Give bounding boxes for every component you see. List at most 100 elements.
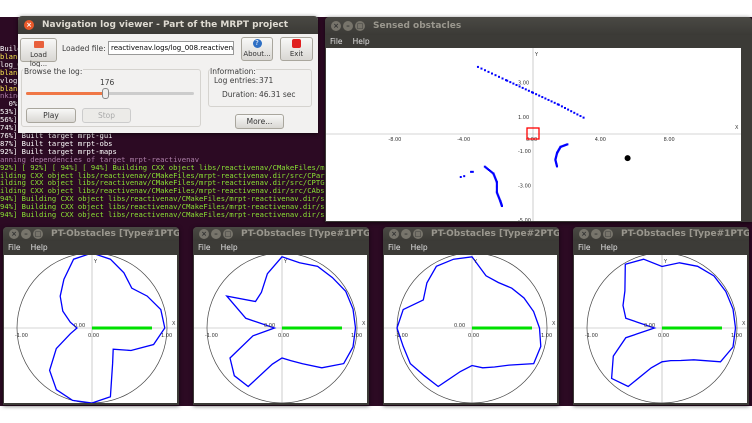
menu-bar: File Help bbox=[3, 241, 179, 254]
close-icon[interactable]: × bbox=[24, 20, 34, 30]
obstacle-point bbox=[494, 74, 497, 77]
browse-label: Browse the log: bbox=[23, 67, 84, 76]
obstacle-point bbox=[476, 65, 479, 68]
menu-file[interactable]: File bbox=[198, 243, 211, 252]
minimize-icon[interactable]: – bbox=[211, 229, 221, 239]
information-label: Information: bbox=[210, 67, 256, 76]
tick-label-zero: 0.00 bbox=[278, 333, 289, 339]
terminal-line: 92%] [ 92%] [ 94%] [ 94%] Building CXX o… bbox=[0, 162, 429, 172]
obstacle-point bbox=[518, 85, 521, 88]
about-button[interactable]: ? About... bbox=[241, 37, 273, 61]
slider-value: 176 bbox=[100, 78, 115, 87]
obstacle-point bbox=[495, 184, 498, 187]
load-log-button[interactable]: Load log... bbox=[20, 38, 57, 68]
y-tick-label: -1.00 bbox=[518, 149, 531, 155]
tick-label-neg: -1.00 bbox=[205, 333, 218, 339]
maximize-icon[interactable]: □ bbox=[603, 229, 613, 239]
obstacle-point bbox=[567, 108, 570, 111]
close-icon[interactable]: × bbox=[199, 229, 209, 239]
menu-file[interactable]: File bbox=[330, 37, 343, 46]
terminal-line: 92%] Built target mrpt-maps bbox=[0, 146, 117, 156]
menu-bar: File Help bbox=[193, 241, 369, 254]
menu-bar: File Help bbox=[573, 241, 749, 254]
obstacle-point bbox=[494, 177, 497, 180]
minimize-icon[interactable]: – bbox=[401, 229, 411, 239]
obstacle-contour bbox=[610, 258, 737, 388]
pt-obstacles-plot[interactable]: -1.00 0.00 1.00X Y 0.00 bbox=[194, 255, 367, 403]
obstacle-point bbox=[544, 97, 547, 100]
obstacle-point bbox=[530, 91, 533, 94]
log-entries-label: Log entries: bbox=[214, 76, 259, 85]
sensed-obstacles-plot[interactable]: -8.00 -4.00 0.00 4.00 8.00 3.00 1.00 -1.00 -3.00… bbox=[326, 48, 741, 221]
obstacle-point bbox=[527, 89, 530, 92]
x-tick-label: 4.00 bbox=[595, 137, 606, 143]
duration-label: Duration: bbox=[222, 90, 258, 99]
close-icon[interactable]: × bbox=[9, 229, 19, 239]
obstacle-point bbox=[495, 187, 498, 190]
minimize-icon[interactable]: – bbox=[343, 21, 353, 31]
menu-help[interactable]: Help bbox=[30, 243, 48, 252]
help-icon: ? bbox=[252, 39, 262, 48]
menu-file[interactable]: File bbox=[578, 243, 591, 252]
pt-obstacles-window: ×–□ PT-Obstacles [Type#1PTG,cu File Help -… bbox=[193, 227, 369, 405]
minimize-icon[interactable]: – bbox=[21, 229, 31, 239]
menu-file[interactable]: File bbox=[8, 243, 21, 252]
maximize-icon[interactable]: □ bbox=[33, 229, 43, 239]
tick-label-zero: 0.00 bbox=[658, 333, 669, 339]
exit-button[interactable]: Exit bbox=[280, 37, 313, 61]
obstacle-point bbox=[495, 182, 498, 185]
x-tick-label: -8.00 bbox=[388, 137, 401, 143]
pt-obstacles-plot[interactable]: -1.00 0.00 1.00X Y 0.00 bbox=[384, 255, 557, 403]
terminal-line: 53%] bbox=[0, 107, 18, 117]
close-icon[interactable]: × bbox=[331, 21, 341, 31]
tick-label-pos: 1.00 bbox=[161, 333, 172, 339]
obstacle-point bbox=[490, 170, 493, 173]
tick-label-zero: 0.00 bbox=[74, 323, 85, 329]
terminal-line: 0%] bbox=[0, 99, 22, 109]
information-group bbox=[208, 69, 312, 107]
pt-obstacles-window: ×–□ PT-Obstacles [Type#2PTG,av File Help -… bbox=[383, 227, 559, 405]
minimize-icon[interactable]: – bbox=[591, 229, 601, 239]
log-slider[interactable] bbox=[26, 88, 194, 99]
close-icon[interactable]: × bbox=[389, 229, 399, 239]
menu-help[interactable]: Help bbox=[352, 37, 370, 46]
sensed-obstacles-window: × – □ Sensed obstacles File Help -8.00 -4.00 0… bbox=[325, 17, 752, 222]
window-title: Sensed obstacles bbox=[373, 21, 462, 31]
y-tick-label: 1.00 bbox=[518, 115, 529, 121]
browse-group bbox=[21, 69, 201, 127]
obstacle-point bbox=[500, 205, 503, 208]
maximize-icon[interactable]: □ bbox=[223, 229, 233, 239]
more-button[interactable]: More... bbox=[235, 114, 284, 129]
stop-button[interactable]: Stop bbox=[82, 108, 131, 123]
obstacle-point bbox=[560, 105, 563, 108]
obstacle-point bbox=[497, 196, 500, 199]
obstacle-point bbox=[521, 86, 524, 89]
close-icon[interactable]: × bbox=[579, 229, 589, 239]
obstacle-point bbox=[495, 186, 498, 189]
obstacle-point bbox=[484, 166, 487, 169]
loaded-file-label: Loaded file: bbox=[62, 44, 106, 53]
target-marker bbox=[624, 155, 631, 162]
maximize-icon[interactable]: □ bbox=[413, 229, 423, 239]
menu-help[interactable]: Help bbox=[220, 243, 238, 252]
loaded-file-input[interactable]: reactivenav.logs/log_008.reactivenavl bbox=[108, 41, 234, 55]
obstacle-point bbox=[495, 181, 498, 184]
pt-obstacles-plot[interactable]: -1.00 0.00 1.00X Y 0.00 bbox=[4, 255, 177, 403]
slider-thumb[interactable] bbox=[101, 88, 109, 99]
obstacle-point bbox=[471, 170, 474, 173]
play-button[interactable]: Play bbox=[26, 108, 76, 123]
obstacle-point bbox=[563, 106, 566, 109]
pt-obstacles-plot[interactable]: -1.00 0.00 1.00X Y 0.00 bbox=[574, 255, 747, 403]
terminal-line: nking bbox=[0, 91, 22, 101]
duration-value: 46.31 sec bbox=[259, 90, 296, 99]
obstacle-point bbox=[487, 70, 490, 73]
terminal-line: 76%] Built target mrpt-gui bbox=[0, 130, 113, 140]
menu-file[interactable]: File bbox=[388, 243, 401, 252]
menu-help[interactable]: Help bbox=[600, 243, 618, 252]
y-axis-label: Y bbox=[473, 259, 478, 265]
obstacle-point bbox=[582, 116, 585, 119]
menu-help[interactable]: Help bbox=[410, 243, 428, 252]
window-title: PT-Obstacles [Type#1PTG,cu bbox=[51, 229, 179, 239]
maximize-icon[interactable]: □ bbox=[355, 21, 365, 31]
log-entries-value: 371 bbox=[259, 76, 274, 85]
